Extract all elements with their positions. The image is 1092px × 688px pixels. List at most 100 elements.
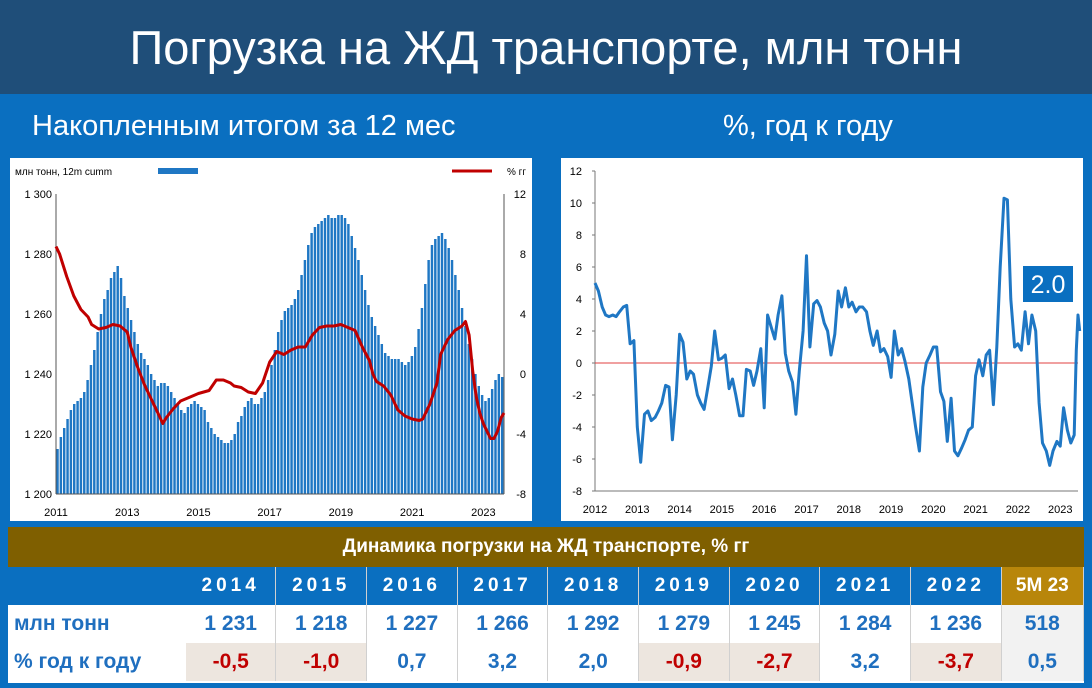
bar (363, 290, 367, 494)
table-cell: 1 227 (366, 605, 458, 643)
bar (169, 392, 173, 494)
x-tick-label: 2017 (257, 507, 281, 519)
bar (350, 236, 353, 494)
y-tick-label: 1 300 (24, 189, 52, 201)
bar (320, 221, 323, 494)
units-label: млн тонн, 12m cumm (15, 167, 112, 178)
yoy-series-line (593, 196, 1082, 467)
bar (253, 404, 256, 494)
y2-tick-label: 8 (520, 249, 526, 261)
column-header: 2016 (366, 567, 458, 605)
bar (360, 275, 363, 494)
bar (250, 398, 253, 494)
y2-tick-label: 4 (520, 309, 526, 321)
bar (490, 389, 494, 494)
corner-cell (8, 567, 186, 605)
column-header: 2015 (275, 567, 368, 605)
bar (69, 410, 73, 494)
bar (79, 398, 83, 494)
bar (460, 308, 464, 494)
x-tick-label: 2014 (667, 504, 691, 516)
right-units-label: % гг (507, 167, 526, 178)
x-tick-label: 2022 (1006, 504, 1030, 516)
bar (343, 218, 347, 494)
bar (156, 386, 160, 494)
bar (243, 407, 246, 494)
bar (313, 227, 317, 494)
bar (400, 362, 404, 494)
bar (333, 218, 337, 494)
table-cell: 1 266 (457, 605, 549, 643)
bar (186, 407, 190, 494)
table-cell: 518 (1001, 605, 1085, 643)
y-tick-label: 1 200 (24, 489, 52, 501)
bar (220, 440, 223, 494)
bar (283, 311, 287, 494)
bar (109, 278, 113, 494)
y-tick-label: 0 (576, 358, 582, 370)
y-tick-label: 2 (576, 326, 582, 338)
x-tick-label: 2020 (921, 504, 945, 516)
bar (286, 308, 290, 494)
bar (427, 260, 430, 494)
bar (123, 296, 126, 494)
bar (266, 380, 270, 494)
bar (146, 365, 150, 494)
x-tick-label: 2015 (186, 507, 210, 519)
y2-tick-label: 0 (520, 369, 526, 381)
bar (340, 215, 343, 494)
x-tick-label: 2021 (963, 504, 987, 516)
bar (246, 401, 250, 494)
bar (487, 398, 491, 494)
bar (176, 404, 180, 494)
bar (450, 260, 454, 494)
bar (233, 434, 236, 494)
bar (383, 353, 387, 494)
bar (404, 365, 407, 494)
table-cell: 0,5 (1001, 643, 1085, 681)
y2-tick-label: -8 (516, 489, 526, 501)
bar (464, 326, 467, 494)
yoy-chart-panel: 12 10 8 6 4 2 0 -2 -4 -6 -8 2012 2013 2014 2015 2016 201… (561, 158, 1083, 521)
x-tick-label: 2015 (710, 504, 734, 516)
bar (73, 404, 76, 494)
bar (103, 299, 106, 494)
column-header: 2014 (186, 567, 277, 605)
bar (136, 344, 139, 494)
bar (236, 422, 240, 494)
left-chart-subtitle: Накопленным итогом за 12 мес (32, 110, 456, 142)
bar (410, 356, 414, 494)
y-tick-label: 10 (570, 198, 582, 210)
bar (96, 332, 99, 494)
y-tick-label: 1 260 (24, 309, 52, 321)
bar (99, 314, 103, 494)
bar (200, 407, 203, 494)
bar (166, 386, 170, 494)
x-tick-label: 2013 (115, 507, 139, 519)
bar (397, 359, 400, 494)
bar (230, 440, 233, 494)
bar (370, 317, 374, 494)
legend-bar-swatch (158, 168, 198, 174)
bar (133, 332, 136, 494)
bar (89, 365, 93, 494)
bar (280, 320, 283, 494)
bar (297, 290, 300, 494)
y-tick-label: -8 (572, 486, 582, 498)
bar (457, 290, 460, 494)
bar (263, 392, 267, 494)
bar (119, 278, 123, 494)
y-tick-label: -6 (572, 454, 582, 466)
bar (430, 245, 434, 494)
x-tick-label: 2021 (400, 507, 424, 519)
table-cell: 0,7 (366, 643, 458, 681)
table-cell: -3,7 (910, 643, 1002, 681)
bar (226, 443, 230, 494)
bar (223, 443, 226, 494)
bar (106, 290, 109, 494)
bar (59, 437, 63, 494)
table-cell: -0,5 (186, 643, 277, 681)
bar (76, 401, 79, 494)
bar (190, 404, 193, 494)
bar (210, 428, 213, 494)
